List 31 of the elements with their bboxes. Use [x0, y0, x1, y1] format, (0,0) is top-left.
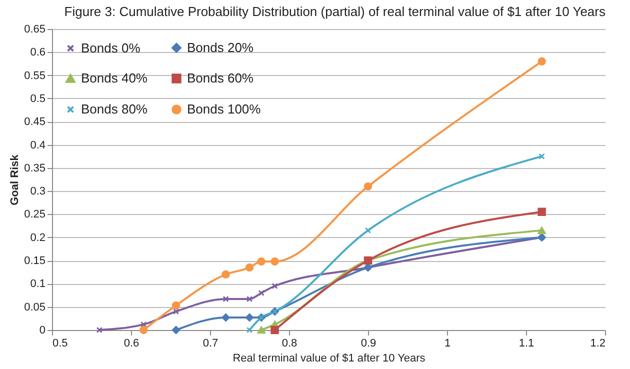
x-tick-label: 0.5: [52, 338, 68, 350]
y-tick-label: 0.25: [24, 208, 46, 221]
x-tick-label: 0.6: [124, 338, 140, 350]
y-tick-label: 0.55: [24, 70, 46, 82]
y-axis-title: Goal Risk: [9, 154, 22, 206]
y-tick-label: 0.45: [24, 116, 46, 128]
y-tick-label: 0.05: [24, 301, 46, 314]
x-tick-label: 1.2: [590, 338, 606, 350]
legend-label: Bonds 100%: [187, 102, 262, 116]
x-tick-label: 0.8: [282, 338, 298, 350]
x-tick-label: 1: [444, 338, 451, 350]
y-tick-label: 0.3: [30, 186, 46, 198]
legend-label: Bonds 20%: [187, 40, 254, 55]
y-tick-label: 0.1: [30, 278, 46, 290]
y-tick-label: 0.5: [30, 92, 46, 105]
y-tick-label: 0.35: [24, 162, 46, 174]
chart-title: Figure 3: Cumulative Probability Distribution (partial) of real terminal value of $1 after 10 Years: [64, 4, 606, 19]
x-tick-label: 0.9: [360, 338, 376, 350]
legend-label: Bonds 40%: [81, 70, 148, 86]
y-tick-label: 0: [39, 324, 46, 336]
x-tick-label: 0.7: [202, 338, 218, 350]
legend-label: Bonds 0%: [81, 40, 141, 56]
y-tick-label: 0.6: [30, 46, 46, 59]
y-tick-label: 0.15: [24, 255, 46, 268]
x-axis-title: Real terminal value of $1 after 10 Years: [232, 352, 426, 364]
legend-label: Bonds 80%: [81, 102, 148, 116]
y-tick-label: 0.2: [30, 232, 46, 244]
y-tick-label: 0.4: [30, 139, 46, 152]
legend-label: Bonds 60%: [187, 70, 254, 86]
x-tick-label: 1.1: [518, 338, 534, 350]
y-tick-label: 0.65: [24, 24, 46, 36]
